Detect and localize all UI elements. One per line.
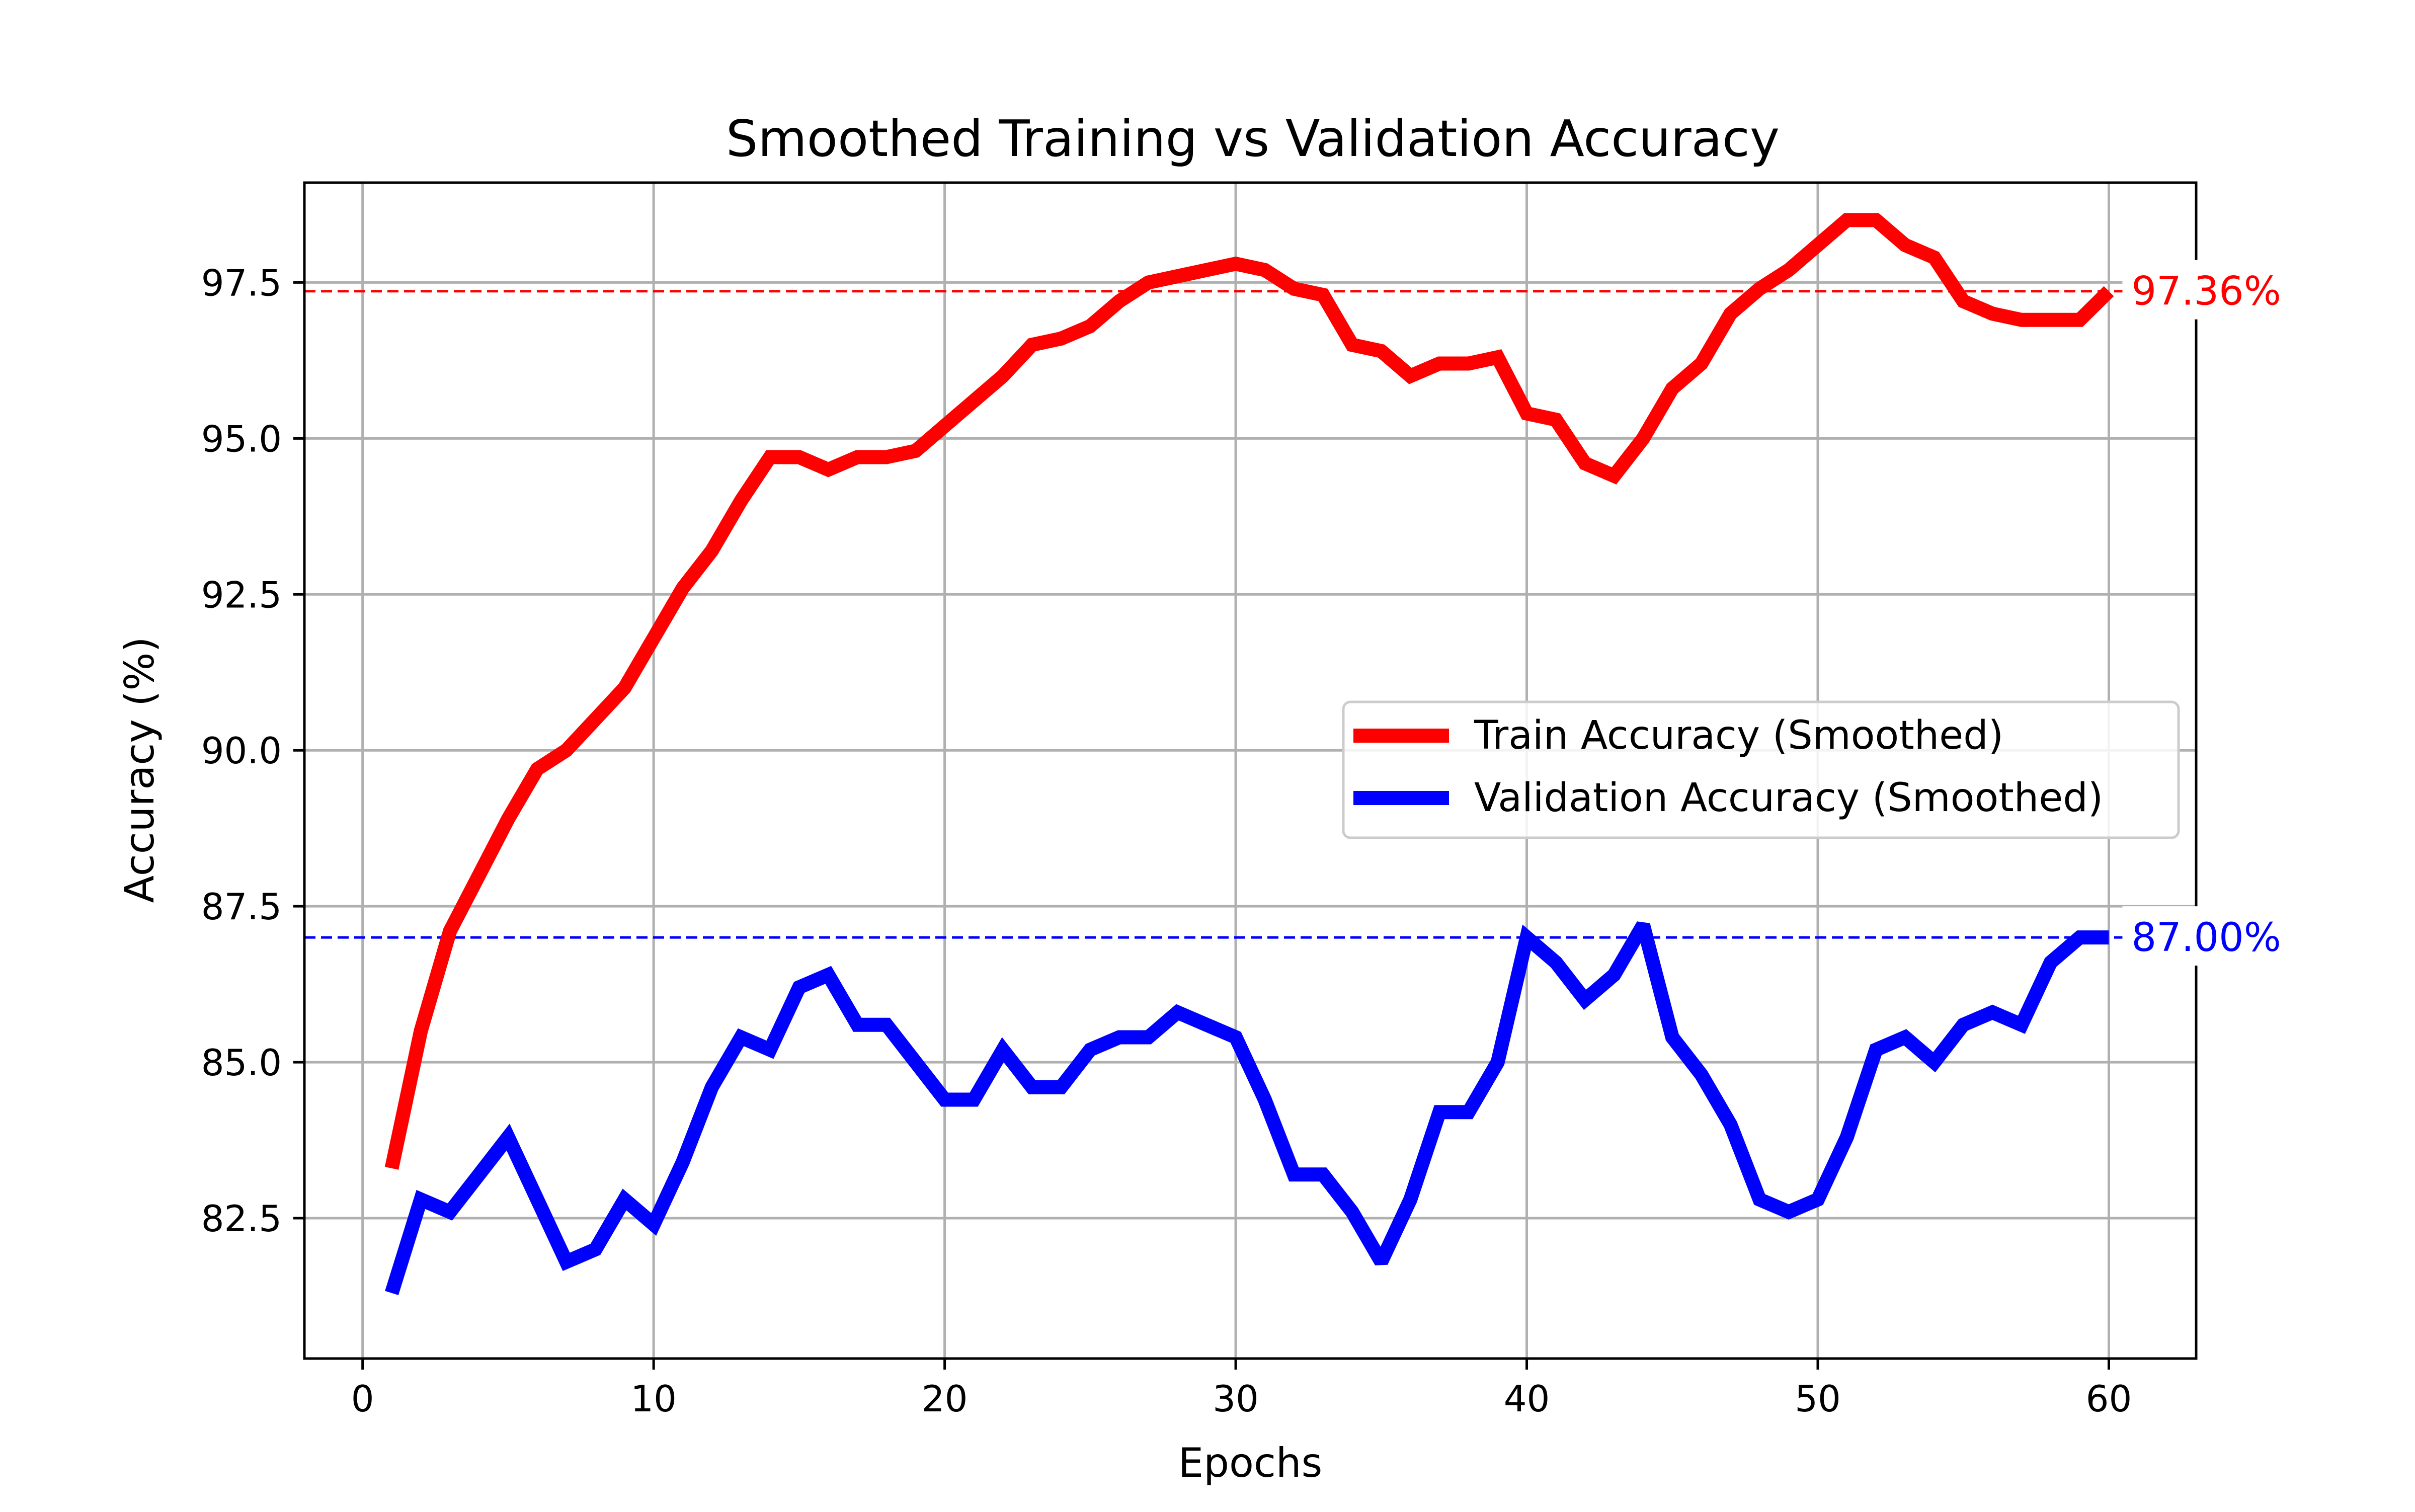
reference-label-background <box>2122 260 2304 320</box>
reference-label-validation: 87.00% <box>2131 915 2281 961</box>
reference-label-train: 97.36% <box>2131 269 2281 314</box>
x-axis-label: Epochs <box>1178 1440 1323 1486</box>
x-tick-label: 20 <box>922 1378 968 1420</box>
y-tick-label: 97.5 <box>201 262 282 304</box>
legend-label-train: Train Accuracy (Smoothed) <box>1474 713 2003 758</box>
y-tick-label: 85.0 <box>201 1042 282 1084</box>
x-tick-label: 30 <box>1213 1378 1259 1420</box>
reference-labels: 97.36% 87.00% <box>2122 260 2304 966</box>
series-line-validation <box>385 921 2109 1295</box>
x-tick-label: 10 <box>630 1378 677 1420</box>
x-tick-label: 0 <box>351 1378 374 1420</box>
y-tick-label: 90.0 <box>201 730 282 772</box>
y-axis-ticks: 82.5 85.0 87.5 90.0 92.5 95.0 97.5 <box>201 262 304 1240</box>
y-tick-label: 87.5 <box>201 886 282 928</box>
x-tick-label: 40 <box>1504 1378 1550 1420</box>
y-tick-label: 82.5 <box>201 1198 282 1240</box>
legend-label-validation: Validation Accuracy (Smoothed) <box>1474 775 2103 821</box>
legend-box <box>1342 700 2180 839</box>
series-line-train <box>384 213 2114 1170</box>
chart-title: Smoothed Training vs Validation Accuracy <box>726 109 1780 168</box>
series-lines <box>384 213 2114 1295</box>
y-tick-label: 92.5 <box>201 574 282 616</box>
y-axis-label: Accuracy (%) <box>116 636 163 903</box>
x-tick-label: 50 <box>1795 1378 1841 1420</box>
reference-label-background <box>2122 906 2304 966</box>
y-tick-label: 95.0 <box>201 418 282 460</box>
x-tick-label: 60 <box>2086 1378 2132 1420</box>
plot-frame <box>303 181 2198 1360</box>
legend: Train Accuracy (Smoothed) Validation Acc… <box>1342 700 2180 839</box>
x-axis-ticks: 0 10 20 30 40 50 60 <box>351 1359 2132 1420</box>
